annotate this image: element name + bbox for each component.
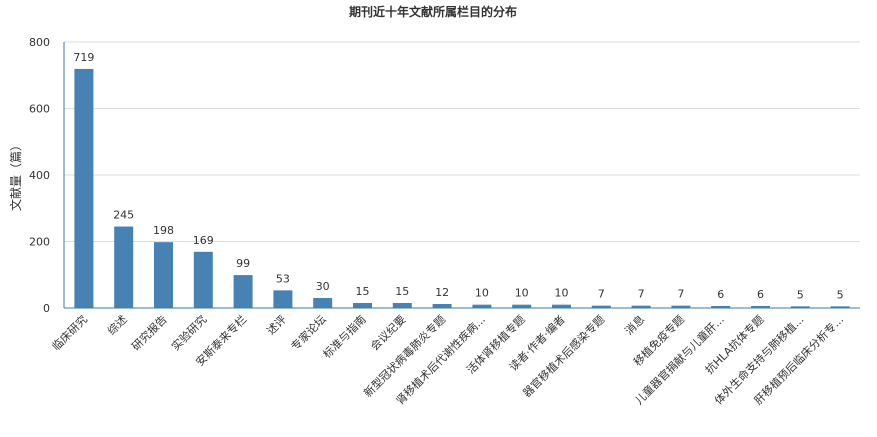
bar <box>432 304 452 308</box>
value-label: 15 <box>395 285 409 298</box>
bar <box>313 298 333 308</box>
bar <box>751 306 770 308</box>
x-tick-label: 述评 <box>264 313 289 338</box>
y-tick-label: 800 <box>29 36 50 49</box>
bar <box>591 305 611 308</box>
y-tick-label: 400 <box>29 169 50 182</box>
x-tick-label: 消息 <box>622 312 647 337</box>
bar <box>233 275 253 308</box>
bar <box>353 303 372 308</box>
value-label: 99 <box>236 257 250 270</box>
value-label: 719 <box>73 51 94 64</box>
x-tick-label: 标准与指南 <box>320 312 369 361</box>
x-tick-label: 研究报告 <box>129 312 170 353</box>
bar <box>273 290 293 308</box>
value-label: 6 <box>717 288 724 301</box>
value-labels: 719 245 198 169 99 53 30 15 15 12 10 10 10 7 7 7 6 6 5 5 <box>73 51 843 301</box>
y-axis-label: 文献量（篇） <box>8 139 23 211</box>
y-tick-label: 600 <box>29 103 50 116</box>
bar <box>392 303 412 308</box>
x-tick-label: 专家论坛 <box>288 312 329 353</box>
value-label: 10 <box>515 287 529 300</box>
bar <box>711 306 731 308</box>
value-label: 53 <box>276 272 290 285</box>
bar <box>552 304 571 308</box>
value-label: 10 <box>475 287 489 300</box>
x-tick-label: 临床研究 <box>49 312 90 353</box>
y-axis-ticks: 0 200 400 600 800 <box>29 36 50 315</box>
x-tick-label: 综述 <box>104 312 129 337</box>
x-tick-label: 会议纪要 <box>368 313 408 353</box>
bar <box>193 251 213 308</box>
chart-title: 期刊近十年文献所属栏目的分布 <box>349 4 517 19</box>
y-tick-label: 0 <box>43 302 50 315</box>
value-label: 10 <box>555 287 569 300</box>
value-label: 6 <box>757 288 764 301</box>
bar <box>512 304 532 308</box>
bar <box>631 305 651 308</box>
bar <box>830 306 850 308</box>
value-label: 169 <box>193 234 214 247</box>
y-tick-label: 200 <box>29 236 50 249</box>
value-label: 12 <box>435 286 449 299</box>
bars <box>74 68 850 309</box>
x-tick-label: 实验研究 <box>168 312 209 353</box>
bar <box>154 242 173 308</box>
value-label: 7 <box>598 288 605 301</box>
bar <box>472 304 492 308</box>
value-label: 245 <box>113 209 134 222</box>
bar <box>790 306 810 308</box>
value-label: 15 <box>356 285 370 298</box>
value-label: 30 <box>316 280 330 293</box>
bar <box>74 68 94 309</box>
bar <box>671 305 691 308</box>
value-label: 198 <box>153 224 174 237</box>
value-label: 5 <box>837 288 844 301</box>
bar <box>114 226 134 308</box>
value-label: 7 <box>638 288 645 301</box>
value-label: 7 <box>677 288 684 301</box>
gridlines <box>64 41 860 242</box>
value-label: 5 <box>797 288 804 301</box>
